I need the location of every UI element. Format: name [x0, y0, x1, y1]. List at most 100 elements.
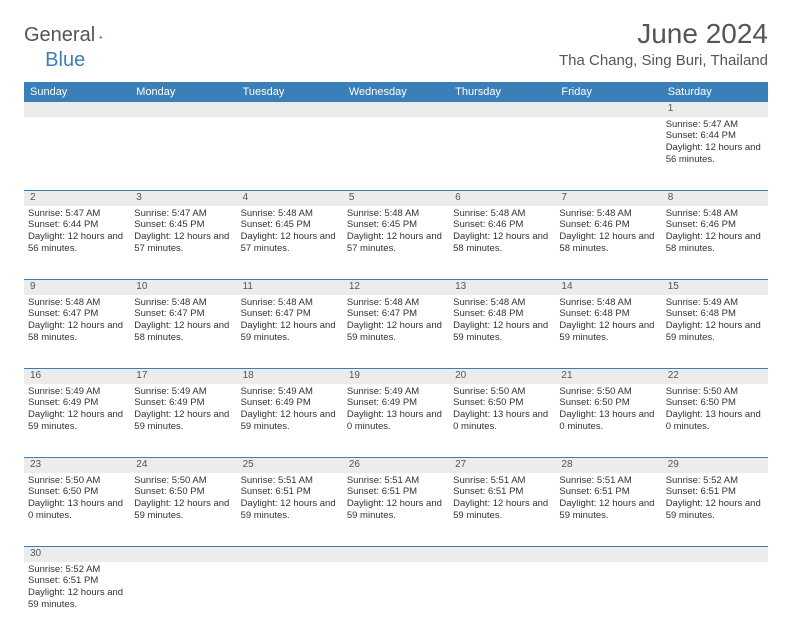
daylight-line: Daylight: 12 hours and 59 minutes. [134, 409, 232, 433]
daynum-row: 30 [24, 547, 768, 562]
daynum-cell: 28 [555, 458, 661, 473]
day-cell: Sunrise: 5:48 AMSunset: 6:48 PMDaylight:… [449, 295, 555, 369]
content-row: Sunrise: 5:48 AMSunset: 6:47 PMDaylight:… [24, 295, 768, 369]
day-cell [449, 117, 555, 191]
day-cell: Sunrise: 5:48 AMSunset: 6:47 PMDaylight:… [24, 295, 130, 369]
sunrise-line: Sunrise: 5:52 AM [28, 564, 126, 576]
sunset-line: Sunset: 6:44 PM [28, 219, 126, 231]
sunset-line: Sunset: 6:46 PM [559, 219, 657, 231]
sunset-line: Sunset: 6:48 PM [666, 308, 764, 320]
day-cell: Sunrise: 5:48 AMSunset: 6:47 PMDaylight:… [130, 295, 236, 369]
daylight-line: Daylight: 12 hours and 58 minutes. [134, 320, 232, 344]
daynum-cell: 12 [343, 280, 449, 295]
sunset-line: Sunset: 6:50 PM [666, 397, 764, 409]
daynum-cell: 26 [343, 458, 449, 473]
sunrise-line: Sunrise: 5:48 AM [453, 208, 551, 220]
day-cell [24, 117, 130, 191]
daynum-cell: 17 [130, 369, 236, 384]
daylight-line: Daylight: 12 hours and 59 minutes. [28, 409, 126, 433]
daynum-cell [237, 547, 343, 562]
sunset-line: Sunset: 6:45 PM [134, 219, 232, 231]
sunset-line: Sunset: 6:51 PM [559, 486, 657, 498]
daynum-cell: 10 [130, 280, 236, 295]
daynum-cell: 4 [237, 191, 343, 206]
title-block: June 2024 Tha Chang, Sing Buri, Thailand [559, 18, 768, 69]
sunrise-line: Sunrise: 5:48 AM [559, 208, 657, 220]
sunset-line: Sunset: 6:49 PM [347, 397, 445, 409]
daynum-cell: 29 [662, 458, 768, 473]
day-cell: Sunrise: 5:52 AMSunset: 6:51 PMDaylight:… [24, 562, 130, 636]
daynum-cell: 2 [24, 191, 130, 206]
daylight-line: Daylight: 12 hours and 59 minutes. [559, 498, 657, 522]
day-header: Friday [555, 82, 661, 102]
daylight-line: Daylight: 13 hours and 0 minutes. [453, 409, 551, 433]
content-row: Sunrise: 5:47 AMSunset: 6:44 PMDaylight:… [24, 117, 768, 191]
logo-text-general: General [24, 24, 95, 47]
day-cell: Sunrise: 5:50 AMSunset: 6:50 PMDaylight:… [24, 473, 130, 547]
day-cell: Sunrise: 5:51 AMSunset: 6:51 PMDaylight:… [555, 473, 661, 547]
daylight-line: Daylight: 12 hours and 56 minutes. [666, 142, 764, 166]
day-cell: Sunrise: 5:50 AMSunset: 6:50 PMDaylight:… [662, 384, 768, 458]
daynum-cell [343, 547, 449, 562]
day-header: Sunday [24, 82, 130, 102]
sunset-line: Sunset: 6:51 PM [241, 486, 339, 498]
daylight-line: Daylight: 12 hours and 59 minutes. [241, 320, 339, 344]
daynum-cell [555, 102, 661, 117]
sunset-line: Sunset: 6:49 PM [241, 397, 339, 409]
daylight-line: Daylight: 12 hours and 59 minutes. [241, 409, 339, 433]
daylight-line: Daylight: 12 hours and 59 minutes. [666, 498, 764, 522]
daylight-line: Daylight: 13 hours and 0 minutes. [666, 409, 764, 433]
day-cell [343, 117, 449, 191]
daynum-cell [130, 102, 236, 117]
daynum-row: 2345678 [24, 191, 768, 206]
sunset-line: Sunset: 6:46 PM [666, 219, 764, 231]
sunset-line: Sunset: 6:47 PM [134, 308, 232, 320]
sunrise-line: Sunrise: 5:48 AM [347, 297, 445, 309]
daynum-row: 23242526272829 [24, 458, 768, 473]
daylight-line: Daylight: 12 hours and 58 minutes. [559, 231, 657, 255]
sunrise-line: Sunrise: 5:48 AM [28, 297, 126, 309]
sunset-line: Sunset: 6:45 PM [347, 219, 445, 231]
daynum-cell: 15 [662, 280, 768, 295]
daylight-line: Daylight: 12 hours and 56 minutes. [28, 231, 126, 255]
day-header: Wednesday [343, 82, 449, 102]
logo-text-blue: Blue [45, 49, 85, 72]
daynum-cell: 19 [343, 369, 449, 384]
daynum-cell [555, 547, 661, 562]
sunrise-line: Sunrise: 5:48 AM [666, 208, 764, 220]
day-header: Monday [130, 82, 236, 102]
daynum-cell [237, 102, 343, 117]
daynum-cell: 21 [555, 369, 661, 384]
sunset-line: Sunset: 6:46 PM [453, 219, 551, 231]
day-cell: Sunrise: 5:48 AMSunset: 6:47 PMDaylight:… [237, 295, 343, 369]
day-cell [449, 562, 555, 636]
sunrise-line: Sunrise: 5:50 AM [559, 386, 657, 398]
logo-sail-icon [99, 28, 102, 46]
sunrise-line: Sunrise: 5:49 AM [28, 386, 126, 398]
sunset-line: Sunset: 6:47 PM [28, 308, 126, 320]
daylight-line: Daylight: 12 hours and 59 minutes. [347, 498, 445, 522]
day-cell: Sunrise: 5:48 AMSunset: 6:46 PMDaylight:… [449, 206, 555, 280]
sunset-line: Sunset: 6:51 PM [666, 486, 764, 498]
daynum-cell: 25 [237, 458, 343, 473]
sunset-line: Sunset: 6:49 PM [28, 397, 126, 409]
daynum-cell: 30 [24, 547, 130, 562]
daylight-line: Daylight: 12 hours and 58 minutes. [453, 231, 551, 255]
daynum-cell: 8 [662, 191, 768, 206]
sunset-line: Sunset: 6:47 PM [347, 308, 445, 320]
sunset-line: Sunset: 6:48 PM [453, 308, 551, 320]
daylight-line: Daylight: 12 hours and 59 minutes. [347, 320, 445, 344]
day-cell: Sunrise: 5:48 AMSunset: 6:48 PMDaylight:… [555, 295, 661, 369]
content-row: Sunrise: 5:47 AMSunset: 6:44 PMDaylight:… [24, 206, 768, 280]
day-header: Saturday [662, 82, 768, 102]
daynum-cell: 24 [130, 458, 236, 473]
day-cell [555, 562, 661, 636]
day-cell: Sunrise: 5:48 AMSunset: 6:46 PMDaylight:… [662, 206, 768, 280]
daynum-cell: 9 [24, 280, 130, 295]
sunrise-line: Sunrise: 5:49 AM [347, 386, 445, 398]
content-row: Sunrise: 5:52 AMSunset: 6:51 PMDaylight:… [24, 562, 768, 636]
daylight-line: Daylight: 12 hours and 59 minutes. [453, 320, 551, 344]
day-cell [130, 562, 236, 636]
day-cell: Sunrise: 5:47 AMSunset: 6:44 PMDaylight:… [662, 117, 768, 191]
day-cell: Sunrise: 5:49 AMSunset: 6:49 PMDaylight:… [343, 384, 449, 458]
